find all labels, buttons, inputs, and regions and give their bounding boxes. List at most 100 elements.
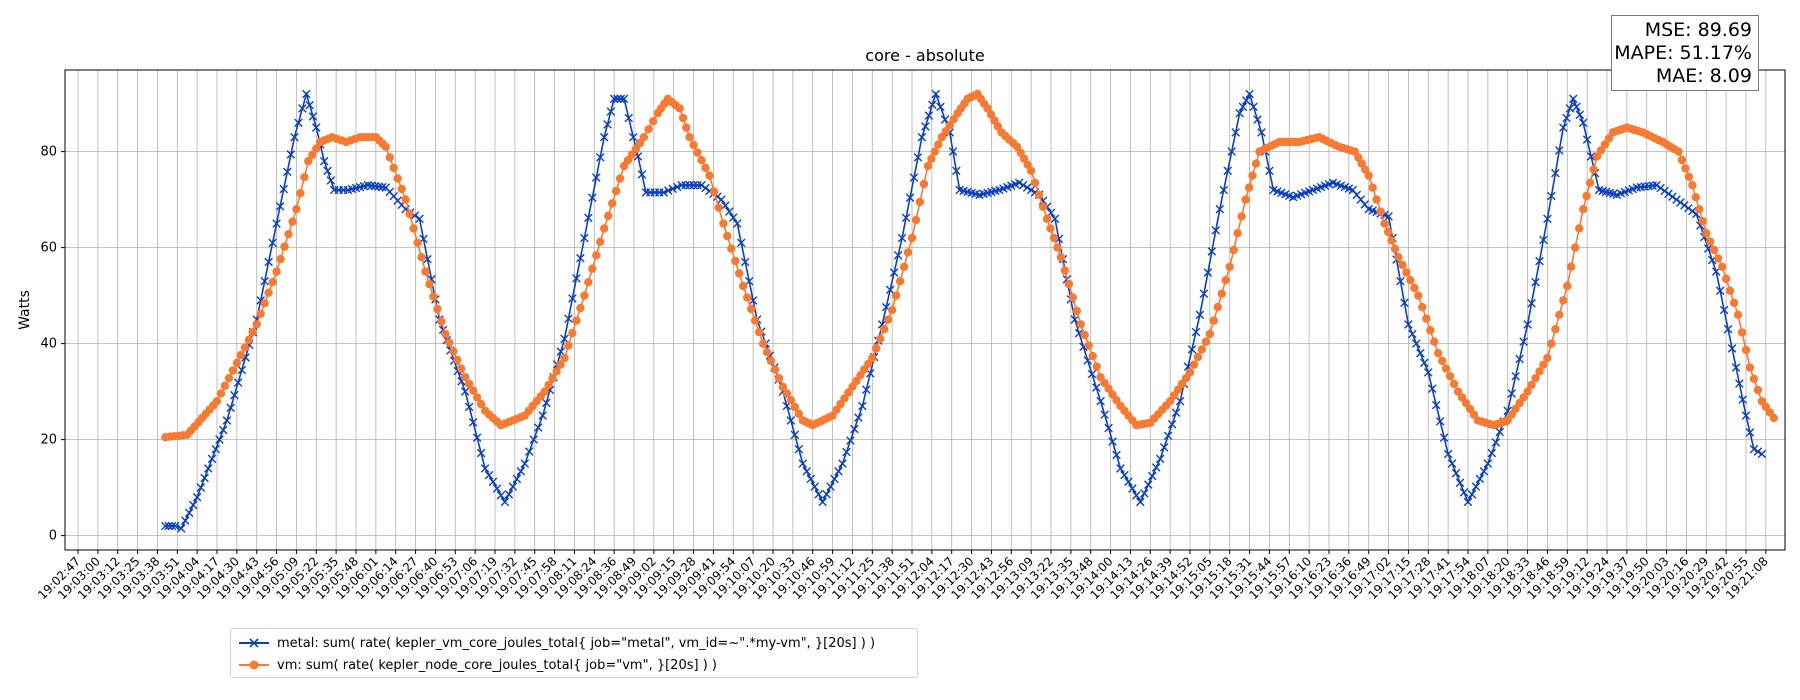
data-point-vm: [1189, 360, 1199, 369]
data-point-metal: [1195, 310, 1205, 320]
y-tick-label: 40: [40, 337, 57, 352]
data-point-vm: [604, 211, 613, 221]
data-point-metal: [1423, 368, 1433, 377]
data-point-vm: [766, 356, 776, 366]
data-point-metal: [1723, 324, 1733, 334]
data-point-metal: [1467, 490, 1477, 499]
data-point-metal: [595, 153, 605, 162]
data-point-metal: [268, 238, 277, 248]
data-point-vm: [750, 316, 760, 325]
data-point-vm: [1201, 337, 1211, 346]
data-point-vm: [389, 163, 398, 173]
data-point-vm: [564, 341, 573, 350]
data-point-metal: [952, 166, 961, 176]
data-point-vm: [433, 304, 442, 314]
data-point-metal: [1187, 345, 1197, 354]
data-point-metal: [319, 156, 329, 166]
data-point-metal: [164, 521, 173, 531]
data-point-metal: [180, 516, 190, 525]
data-point-metal: [1680, 201, 1689, 210]
data-point-metal: [1159, 442, 1169, 452]
data-point-metal: [905, 193, 915, 202]
data-point-vm: [1193, 352, 1203, 362]
data-point-vm: [417, 253, 426, 262]
data-point-vm: [425, 279, 434, 289]
data-point-vm: [1394, 253, 1403, 262]
data-point-metal: [207, 454, 217, 464]
data-point-metal: [1719, 305, 1729, 315]
data-point-metal: [230, 390, 239, 400]
data-point-vm: [1688, 181, 1697, 190]
data-point-metal: [637, 170, 647, 179]
data-point-metal: [520, 459, 530, 468]
data-point-vm: [934, 140, 943, 149]
data-point-vm: [678, 113, 688, 123]
data-point-metal: [374, 182, 383, 191]
data-point-metal: [1660, 186, 1669, 196]
data-point-metal: [830, 474, 839, 484]
data-point-metal: [858, 401, 867, 411]
data-point-vm: [292, 205, 301, 214]
data-point-vm: [675, 104, 684, 113]
data-point-metal: [629, 132, 638, 142]
data-point-metal: [802, 466, 812, 476]
data-point-vm: [1445, 372, 1455, 381]
data-point-metal: [1199, 289, 1209, 298]
data-point-vm: [1364, 171, 1373, 180]
data-point-vm: [649, 117, 658, 126]
data-point-metal: [298, 104, 307, 113]
data-point-vm: [300, 173, 309, 182]
data-point-vm: [1241, 195, 1250, 204]
data-point-vm: [790, 402, 799, 412]
data-point-metal: [484, 470, 494, 480]
data-point-vm: [572, 316, 581, 325]
data-point-metal: [588, 193, 597, 202]
data-point-vm: [232, 358, 242, 367]
data-point-vm: [1737, 328, 1747, 337]
data-point-metal: [1014, 178, 1024, 188]
data-point-metal: [850, 424, 859, 434]
data-point-metal: [302, 89, 311, 99]
data-point-vm: [887, 305, 897, 315]
data-point-vm: [644, 125, 653, 134]
data-point-metal: [693, 180, 702, 190]
data-point-metal: [1249, 102, 1258, 112]
data-point-metal: [275, 202, 285, 211]
data-point-vm: [449, 347, 458, 356]
data-point-vm: [268, 278, 277, 287]
data-point-vm: [1380, 219, 1389, 228]
data-point-vm: [1710, 245, 1719, 255]
data-point-metal: [272, 219, 281, 228]
data-point-metal: [1022, 183, 1032, 192]
data-point-vm: [1527, 380, 1536, 390]
data-point-vm: [540, 387, 549, 396]
data-point-metal: [1684, 203, 1693, 213]
data-point-vm: [697, 156, 706, 165]
data-point-vm: [1438, 356, 1447, 366]
data-point-metal: [862, 385, 871, 394]
data-point-metal: [472, 433, 482, 442]
data-point-metal: [560, 334, 569, 344]
data-point-metal: [928, 100, 937, 110]
data-point-vm: [1674, 147, 1683, 156]
data-point-vm: [429, 292, 438, 301]
legend-vm-marker-icon: [239, 660, 269, 670]
data-point-vm: [1571, 243, 1580, 252]
data-point-metal: [1238, 102, 1248, 112]
data-point-vm: [397, 184, 406, 194]
data-point-vm: [949, 115, 958, 124]
data-point-metal: [1757, 449, 1767, 459]
data-point-vm: [1579, 205, 1588, 214]
data-point-vm: [385, 153, 394, 162]
data-point-metal: [1104, 423, 1113, 433]
data-point-metal: [1128, 484, 1137, 493]
data-point-vm: [1600, 140, 1610, 149]
data-point-vm: [1714, 254, 1723, 263]
data-point-vm: [548, 374, 557, 383]
data-point-vm: [1567, 262, 1576, 271]
data-point-metal: [717, 195, 726, 204]
data-point-vm: [1046, 224, 1055, 233]
data-point-metal: [936, 102, 945, 112]
data-point-metal: [584, 213, 593, 223]
data-point-metal: [233, 378, 243, 387]
